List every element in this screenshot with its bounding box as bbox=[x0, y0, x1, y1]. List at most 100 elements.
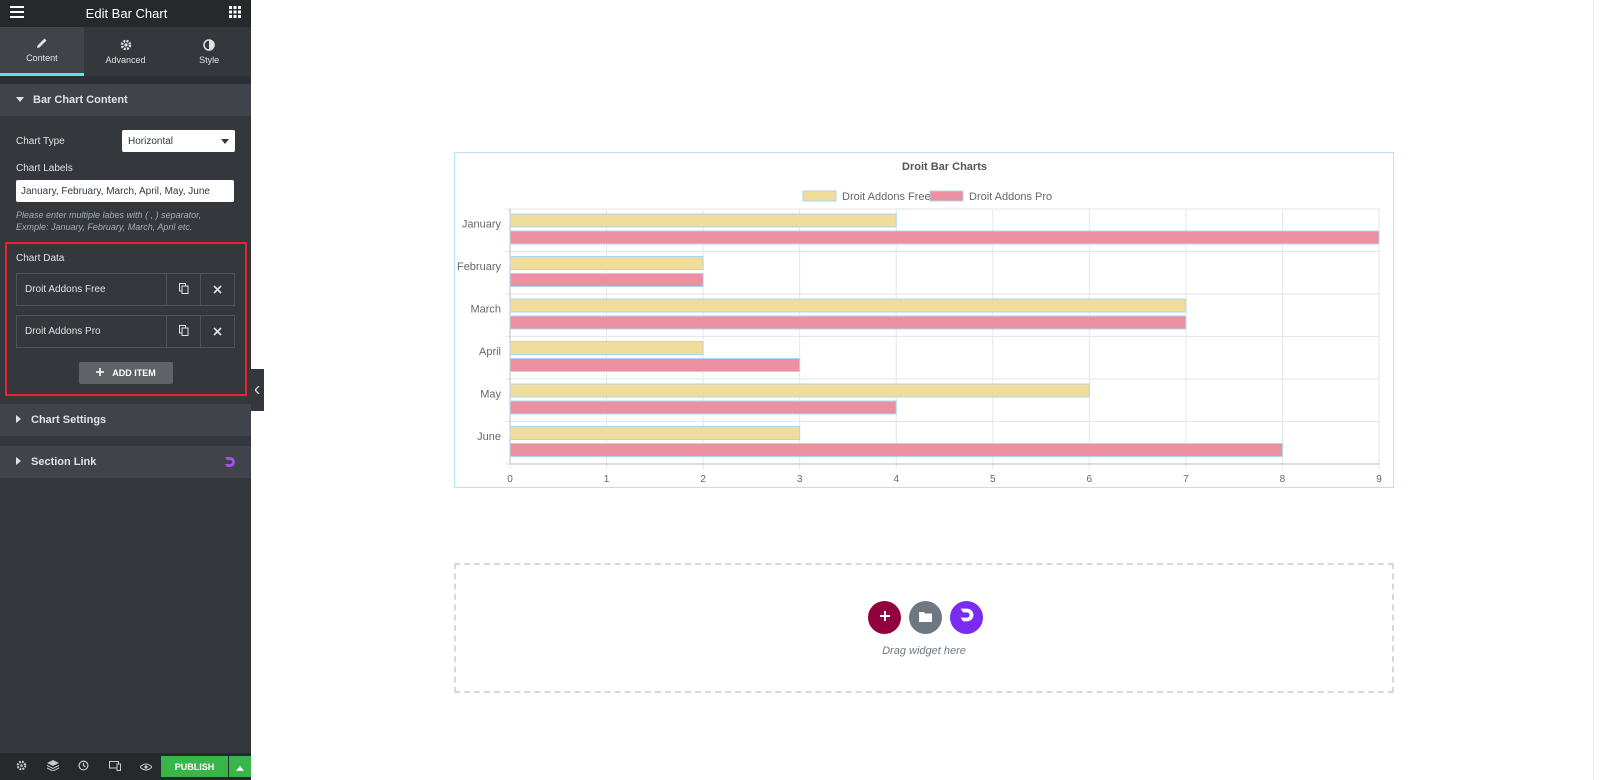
responsive-mode-button[interactable] bbox=[99, 753, 130, 780]
settings-button[interactable] bbox=[6, 753, 37, 780]
drop-zone-text: Drag widget here bbox=[882, 645, 966, 657]
add-item-button[interactable]: ADD ITEM bbox=[79, 362, 173, 384]
tab-content[interactable]: Content bbox=[0, 27, 84, 76]
y-tick-label: April bbox=[479, 346, 501, 358]
add-section-button[interactable] bbox=[868, 601, 901, 634]
caret-down-icon bbox=[16, 94, 24, 106]
chart-data-label: Chart Data bbox=[16, 253, 65, 264]
bar bbox=[509, 230, 1380, 245]
gear-icon bbox=[16, 758, 27, 776]
y-tick-label: June bbox=[477, 431, 501, 443]
bar bbox=[509, 426, 801, 440]
repeater-item-title[interactable]: Droit Addons Pro bbox=[25, 326, 101, 337]
bar bbox=[509, 383, 1090, 398]
chart-labels-input[interactable] bbox=[16, 180, 234, 202]
sidebar-topbar: Edit Bar Chart bbox=[0, 0, 251, 27]
drop-zone[interactable]: Drag widget here bbox=[454, 563, 1394, 693]
bar-chart: Droit Bar Charts Droit Addons Free Droit A… bbox=[457, 161, 1382, 485]
editor-sidebar: Edit Bar Chart Content Advanc bbox=[0, 0, 251, 780]
gear-icon bbox=[120, 39, 132, 51]
chart-title: Droit Bar Charts bbox=[902, 161, 987, 173]
bar bbox=[509, 341, 704, 355]
legend-swatch bbox=[802, 190, 837, 202]
tab-style[interactable]: Style bbox=[167, 27, 251, 76]
x-tick-label: 3 bbox=[797, 474, 803, 485]
x-tick-label: 8 bbox=[1280, 474, 1286, 485]
tab-content-label: Content bbox=[26, 53, 58, 63]
chart-type-row: Chart Type Horizontal bbox=[16, 130, 235, 152]
widgets-grid-icon[interactable] bbox=[229, 5, 241, 23]
x-tick-label: 9 bbox=[1376, 474, 1382, 485]
section-title: Chart Settings bbox=[31, 414, 107, 426]
x-tick-label: 7 bbox=[1183, 474, 1189, 485]
x-tick-label: 1 bbox=[604, 474, 610, 485]
section-title: Section Link bbox=[31, 456, 97, 468]
droit-logo-icon bbox=[223, 455, 237, 472]
duplicate-button[interactable] bbox=[166, 316, 200, 347]
remove-button[interactable] bbox=[200, 316, 234, 347]
close-icon bbox=[213, 323, 222, 341]
copy-icon bbox=[178, 323, 189, 341]
caret-right-icon bbox=[16, 456, 22, 468]
tab-style-label: Style bbox=[199, 54, 220, 65]
x-tick-label: 2 bbox=[700, 474, 706, 485]
droit-templates-button[interactable] bbox=[950, 601, 983, 634]
add-item-label: ADD ITEM bbox=[112, 368, 156, 378]
preview-button[interactable] bbox=[130, 753, 161, 780]
panel-tabs: Content Advanced Style bbox=[0, 27, 251, 76]
drop-zone-buttons bbox=[868, 601, 983, 634]
sidebar-bottombar: PUBLISH bbox=[0, 753, 251, 780]
legend-swatch bbox=[929, 190, 964, 202]
duplicate-button[interactable] bbox=[166, 274, 200, 305]
y-tick-label: May bbox=[480, 388, 501, 400]
chart-labels-label: Chart Labels bbox=[16, 163, 73, 174]
publish-options-button[interactable] bbox=[229, 756, 251, 777]
section-title: Bar Chart Content bbox=[33, 94, 128, 106]
y-tick-label: January bbox=[462, 218, 502, 230]
collapse-panel-handle[interactable] bbox=[251, 369, 264, 411]
devices-icon bbox=[108, 758, 121, 776]
repeater-item-title[interactable]: Droit Addons Free bbox=[25, 284, 106, 295]
publish-button[interactable]: PUBLISH bbox=[161, 756, 228, 777]
hamburger-menu-icon[interactable] bbox=[10, 5, 24, 23]
bar bbox=[509, 298, 1187, 313]
chevron-left-icon bbox=[254, 381, 260, 399]
caret-right-icon bbox=[16, 414, 22, 426]
repeater-item[interactable]: Droit Addons Pro bbox=[16, 315, 235, 348]
chart-type-select[interactable]: Horizontal bbox=[122, 130, 235, 152]
description-line: Please enter multiple labes with ( , ) s… bbox=[16, 210, 202, 220]
chart-type-label: Chart Type bbox=[16, 135, 65, 147]
navigator-button[interactable] bbox=[37, 753, 68, 780]
x-tick-label: 6 bbox=[1087, 474, 1093, 485]
tab-advanced[interactable]: Advanced bbox=[84, 27, 168, 76]
pencil-icon bbox=[36, 37, 48, 49]
bar bbox=[509, 315, 1187, 330]
remove-button[interactable] bbox=[200, 274, 234, 305]
bar bbox=[509, 256, 704, 270]
x-tick-label: 0 bbox=[507, 474, 513, 485]
y-tick-label: February bbox=[457, 261, 502, 273]
section-section-link[interactable]: Section Link bbox=[0, 446, 251, 478]
bar-chart-widget[interactable]: Droit Bar Charts Droit Addons Free Droit A… bbox=[454, 152, 1394, 488]
repeater-item[interactable]: Droit Addons Free bbox=[16, 273, 235, 306]
chart-type-value: Horizontal bbox=[128, 135, 174, 147]
caret-up-icon bbox=[236, 758, 244, 776]
bar bbox=[509, 358, 801, 372]
legend-label: Droit Addons Free bbox=[842, 191, 931, 203]
close-icon bbox=[213, 281, 222, 299]
section-bar-chart-content[interactable]: Bar Chart Content bbox=[0, 84, 251, 116]
droit-logo-icon bbox=[958, 606, 976, 629]
separator bbox=[0, 76, 251, 84]
page-scrollbar[interactable] bbox=[1593, 0, 1600, 780]
half-circle-icon bbox=[203, 38, 215, 51]
chart-data-highlight bbox=[5, 242, 247, 396]
legend-label: Droit Addons Pro bbox=[969, 191, 1052, 203]
history-button[interactable] bbox=[68, 753, 99, 780]
chart-labels-description: Please enter multiple labes with ( , ) s… bbox=[16, 209, 235, 233]
section-chart-settings[interactable]: Chart Settings bbox=[0, 404, 251, 436]
description-line: Exmple: January, February, March, April … bbox=[16, 222, 193, 232]
add-template-button[interactable] bbox=[909, 601, 942, 634]
folder-icon bbox=[919, 609, 932, 627]
history-icon bbox=[78, 758, 89, 776]
